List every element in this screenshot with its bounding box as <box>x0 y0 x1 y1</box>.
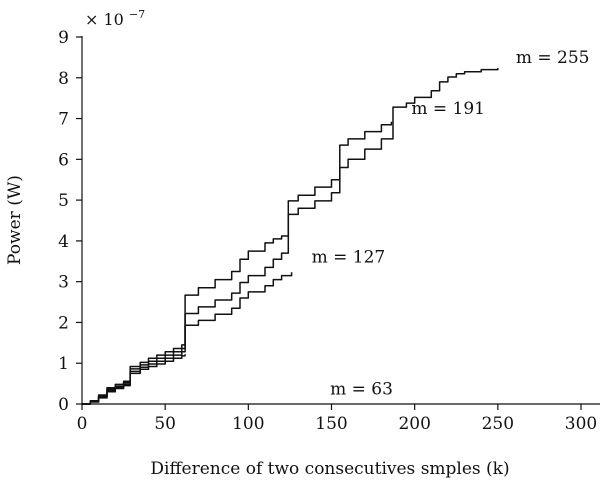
x-tick-label: 250 <box>482 414 514 434</box>
x-tick-label: 50 <box>154 414 176 434</box>
x-tick-label: 0 <box>77 414 88 434</box>
x-tick-label: 200 <box>398 414 430 434</box>
multiplier-base: × 10 <box>85 10 124 29</box>
x-axis-ticks: 0 50 100 150 200 250 300 <box>77 404 597 434</box>
y-tick-label: 7 <box>58 110 69 130</box>
series-line-2 <box>82 272 293 405</box>
series-lines <box>82 68 499 405</box>
x-tick-label: 100 <box>232 414 264 434</box>
y-tick-label: 3 <box>58 273 69 293</box>
y-axis-ticks: 0 1 2 3 4 5 6 7 8 9 <box>58 28 82 415</box>
y-tick-label: 5 <box>58 191 69 211</box>
chart-axes <box>81 36 600 405</box>
y-tick-label: 0 <box>58 395 69 415</box>
x-axis-title: Difference of two consecutives smples (k… <box>150 459 509 479</box>
series-label-1: m = 63 <box>330 379 393 399</box>
x-tick-label: 150 <box>315 414 347 434</box>
series-labels: m = 63 m = 127 m = 191 m = 255 <box>312 48 590 399</box>
y-axis-multiplier: × 10 −7 <box>85 8 145 29</box>
series-label-4: m = 255 <box>516 48 590 68</box>
y-tick-label: 8 <box>58 69 69 89</box>
y-axis-title: Power (W) <box>5 175 25 265</box>
axes-frame <box>81 36 600 405</box>
series-label-2: m = 127 <box>312 247 386 267</box>
series-line-4 <box>82 68 499 405</box>
x-tick-label: 300 <box>565 414 597 434</box>
y-tick-label: 6 <box>58 150 69 170</box>
multiplier-exponent: −7 <box>129 8 145 21</box>
series-line-1 <box>82 354 186 405</box>
series-label-3: m = 191 <box>411 99 485 119</box>
series-line-3 <box>82 121 393 405</box>
y-tick-label: 9 <box>58 28 69 48</box>
y-tick-label: 2 <box>58 313 69 333</box>
y-tick-label: 4 <box>58 232 69 252</box>
y-tick-label: 1 <box>58 354 69 374</box>
